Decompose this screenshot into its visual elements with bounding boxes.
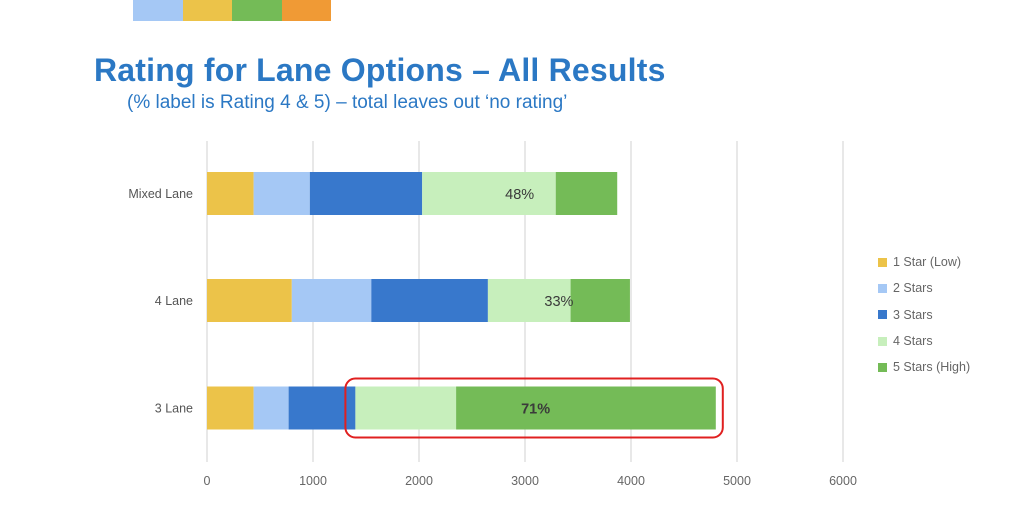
legend-swatch [878,283,887,293]
highlight-box [344,377,724,439]
color-swatch [133,0,183,21]
chart-title: Rating for Lane Options – All Results [94,52,666,88]
x-tick-label: 2000 [405,474,433,488]
x-tick-label: 6000 [829,474,857,488]
bar-segment [487,279,571,322]
header-color-swatches [133,0,331,21]
x-tick-label: 4000 [617,474,645,488]
y-category-label: 4 Lane [155,294,193,308]
y-category-label: 3 Lane [155,402,193,416]
bar-segment [207,279,292,322]
bar-segment [207,172,254,215]
bar-segment [355,386,457,430]
bar-segment [253,172,310,215]
legend-swatch [878,336,887,346]
color-swatch [281,0,331,21]
legend-item: 4 Stars [878,328,970,354]
bar-segment [456,386,716,430]
legend-item: 2 Stars [878,275,970,301]
y-category-label: Mixed Lane [128,187,193,201]
bar-segment [291,279,372,322]
x-tick-label: 1000 [299,474,327,488]
bar-segment [371,279,488,322]
bar-percent-label: 48% [505,187,534,203]
x-tick-label: 5000 [723,474,751,488]
bar-segment [422,172,556,215]
legend-label: 3 Stars [893,307,933,322]
x-tick-label: 0 [204,474,211,488]
bar-percent-label: 71% [521,402,550,418]
legend-item: 3 Stars [878,302,970,328]
legend-swatch [878,362,887,372]
legend-label: 1 Star (Low) [893,255,962,270]
legend-swatch [878,257,887,267]
x-tick-label: 3000 [511,474,539,488]
legend-item: 1 Star (Low) [878,249,970,275]
legend-label: 4 Stars [893,334,933,349]
bar-segment [253,386,289,430]
color-swatch [232,0,282,21]
bar-percent-label: 33% [544,294,573,310]
bar-segment [207,386,254,430]
legend-item: 5 Stars (High) [878,354,970,380]
bar-segment [288,386,356,430]
legend-label: 5 Stars (High) [893,360,971,375]
legend-swatch [878,310,887,320]
legend-label: 2 Stars [893,281,933,296]
bar-segment [570,279,630,322]
chart-subtitle: (% label is Rating 4 & 5) – total leaves… [127,92,568,113]
chart-legend: 1 Star (Low) 2 Stars 3 Stars 4 Stars 5 Stars… [878,249,970,380]
color-swatch [182,0,232,21]
bar-segment [309,172,423,215]
bar-segment [555,172,618,215]
